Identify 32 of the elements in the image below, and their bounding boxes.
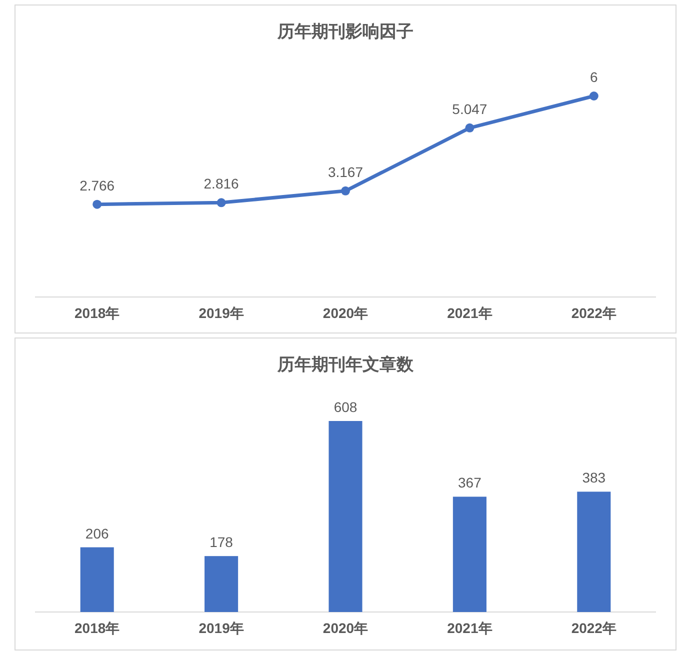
x-tick-label: 2021年 bbox=[447, 620, 492, 636]
chart-title: 历年期刊影响因子 bbox=[276, 22, 414, 41]
x-tick-label: 2022年 bbox=[571, 305, 616, 321]
x-tick-label: 2020年 bbox=[322, 305, 368, 321]
data-label: 3.167 bbox=[328, 164, 364, 180]
data-label: 206 bbox=[85, 525, 109, 542]
data-label: 2.766 bbox=[80, 177, 115, 194]
x-tick-label: 2021年 bbox=[447, 305, 492, 321]
x-tick-label: 2020年 bbox=[322, 620, 368, 636]
x-tick-label: 2018年 bbox=[74, 620, 120, 636]
data-label: 383 bbox=[582, 470, 606, 486]
x-tick-label: 2019年 bbox=[198, 620, 244, 636]
bar bbox=[80, 547, 114, 612]
point bbox=[216, 198, 226, 208]
point bbox=[465, 123, 474, 132]
x-tick-label: 2019年 bbox=[198, 305, 244, 321]
data-label: 608 bbox=[334, 399, 358, 415]
data-label: 5.047 bbox=[452, 100, 488, 117]
data-label: 2.816 bbox=[204, 176, 240, 192]
x-tick-label: 2018年 bbox=[74, 305, 120, 321]
bar bbox=[452, 496, 486, 612]
bar bbox=[577, 492, 611, 612]
bar bbox=[204, 556, 238, 612]
x-tick-label: 2022年 bbox=[571, 620, 616, 636]
point bbox=[589, 92, 598, 100]
chart-title: 历年期刊年文章数 bbox=[276, 355, 414, 374]
bar bbox=[328, 421, 362, 612]
data-label: 367 bbox=[458, 474, 482, 491]
point bbox=[341, 186, 350, 196]
data-label: 6 bbox=[590, 69, 598, 85]
point bbox=[92, 200, 102, 209]
data-label: 178 bbox=[210, 534, 234, 550]
